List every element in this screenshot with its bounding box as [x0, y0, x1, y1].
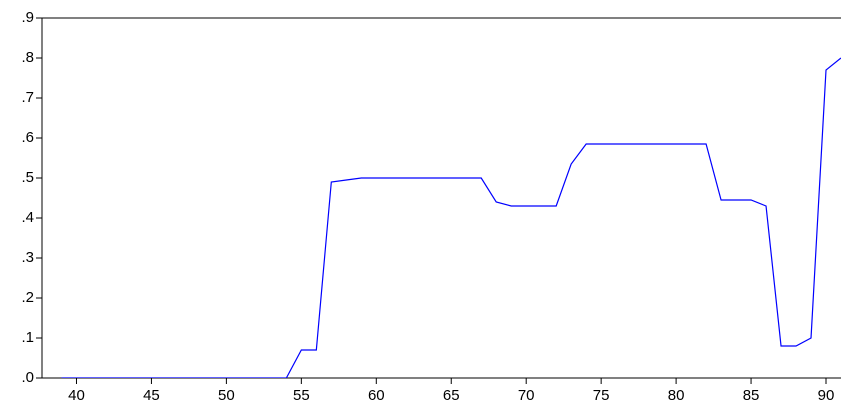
x-tick-label: 45	[143, 387, 160, 404]
y-tick-label: .7	[21, 89, 34, 106]
y-tick-label: .6	[21, 129, 34, 146]
x-tick-label: 85	[743, 387, 760, 404]
y-tick-label: .4	[21, 209, 34, 226]
y-tick-label: .1	[21, 329, 34, 346]
y-tick-label: .3	[21, 249, 34, 266]
x-tick-label: 90	[818, 387, 835, 404]
y-tick-label: .5	[21, 169, 34, 186]
chart: .0 .1 .2 .3 .4 .5 .6 .7 .8 .9 40 45 50 55 60 65 70 75 80 85…	[0, 0, 841, 407]
data-line	[61, 58, 841, 378]
x-tick-label: 80	[668, 387, 685, 404]
x-tick-label: 55	[293, 387, 310, 404]
x-tick-label: 65	[443, 387, 460, 404]
x-tick-label: 75	[593, 387, 610, 404]
y-tick-label: .2	[21, 289, 34, 306]
x-tick-label: 60	[368, 387, 385, 404]
y-tick-label: .9	[21, 9, 34, 26]
y-tick-label: .8	[21, 49, 34, 66]
x-tick-label: 50	[218, 387, 235, 404]
x-tick-label: 70	[518, 387, 535, 404]
x-tick-label: 40	[68, 387, 85, 404]
y-tick-label: .0	[21, 369, 34, 386]
